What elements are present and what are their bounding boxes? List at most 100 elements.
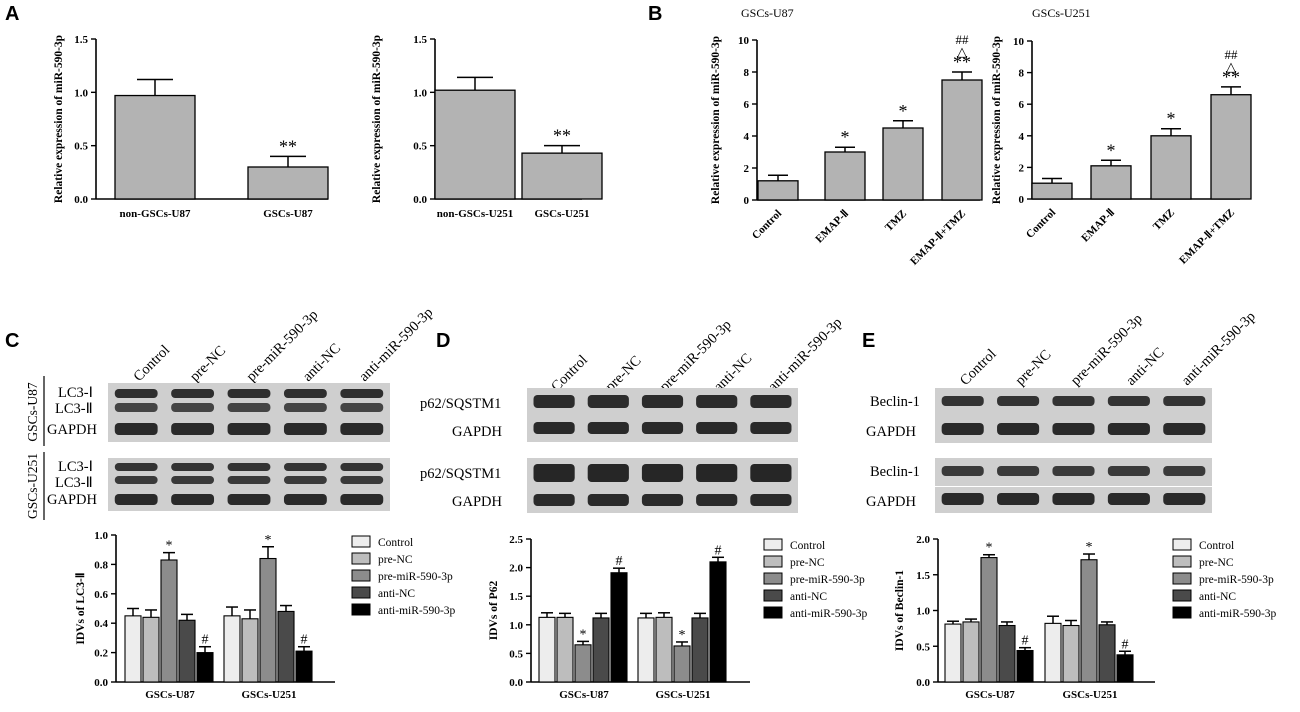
legend-swatch [351,586,371,599]
blot-band [171,423,215,435]
significance-mark: ** [953,52,971,72]
y-tick-label: 4 [1019,131,1025,143]
row-label-gapdh: GAPDH [47,492,97,508]
bar [980,557,998,683]
y-tick-label: 2.0 [916,534,930,546]
significance-mark: # [715,543,722,558]
significance-mark: ## [956,32,970,47]
y-axis-title: Relative expression of miR-590-3p [991,36,1003,204]
x-tick-label: non-GSCs-U87 [120,208,191,220]
blot-band [641,464,684,482]
y-tick-label: 0.0 [413,194,427,206]
blot-band [1052,466,1095,476]
blot-band [171,463,215,471]
blot-band [227,476,271,484]
blot-band [340,389,384,398]
row-label-gapdh: GAPDH [866,494,916,510]
bar [1090,165,1132,200]
bar [1044,622,1062,683]
bar [196,652,214,683]
blot-band [641,422,684,434]
row-label-beclin: Beclin-1 [870,464,920,480]
bar [673,645,691,683]
row-label-p62: p62/SQSTM1 [420,466,501,482]
row-label-lc3-ii: LC3-Ⅱ [55,401,93,417]
blot-band [227,389,271,398]
blot-band [283,476,327,484]
blot-band [533,395,575,408]
significance-mark: * [265,533,272,548]
x-tick-label: EMAP-Ⅱ [813,208,851,246]
y-tick-label: 0.5 [916,641,930,653]
bar [941,79,983,201]
legend-label: pre-NC [790,557,825,569]
significance-mark: # [616,554,623,569]
y-tick-label: 2 [744,163,750,175]
row-label-beclin: Beclin-1 [870,394,920,410]
bar [538,616,556,683]
bar [637,617,655,683]
bar [1210,94,1252,200]
significance-mark: ** [1222,67,1240,87]
blot-band [696,494,738,506]
row-label-lc3-ii: LC3-Ⅱ [55,475,93,491]
legend-swatch [1172,572,1192,585]
blot-band [641,494,684,506]
blot-band [696,395,738,408]
bar [277,610,295,683]
significance-mark: ** [279,136,297,156]
blot-band [114,476,158,484]
legend-swatch [763,555,783,568]
y-axis-title: Relative expression of miR-590-3p [371,35,383,203]
legend-label: Control [378,537,413,549]
legend-swatch [1172,606,1192,619]
chart-b1: 0 2 4 6 8 10 Relative expression of miR-590-3p… [710,6,983,268]
y-tick-label: 8 [1019,68,1025,80]
y-tick-label: 4 [744,131,750,143]
significance-mark: ## [1225,47,1239,62]
significance-mark: * [986,541,993,556]
lane-label: anti-miR-590-3p [765,315,845,395]
y-axis-title: Relative expression of miR-590-3p [710,36,722,204]
lane-label: anti-NC [1123,344,1167,388]
blot-band [533,422,575,434]
legend-label: anti-miR-590-3p [378,605,456,617]
legend-swatch [1172,538,1192,551]
bar [160,559,178,683]
significance-mark: * [1086,540,1093,555]
y-tick-label: 0.8 [94,559,108,571]
y-tick-label: 2 [1019,162,1025,174]
chart-a2: 0.0 0.5 1.0 1.5 Relative expression of miR-5… [371,34,603,220]
blot-band [340,463,384,471]
y-tick-label: 8 [744,67,750,79]
blot-band [997,423,1040,435]
bar [998,624,1016,683]
blot-band [997,493,1040,505]
legend: Control pre-NC pre-miR-590-3p anti-NC anti-m… [351,535,456,617]
chart-c: 0.0 0.2 0.4 0.6 0.8 1.0 IDVs of LC3-Ⅱ * # GSCs-U8… [74,530,456,701]
blot-band [283,389,327,398]
x-tick-label: GSCs-U251 [241,689,296,701]
chart-title: GSCs-U87 [741,6,794,20]
row-label-lc3-i: LC3-Ⅰ [58,385,93,401]
blot-band [1052,423,1095,435]
row-label-gapdh: GAPDH [452,494,502,510]
bar [434,89,516,200]
blot-band [114,494,158,505]
legend-label: Control [1199,540,1234,552]
bar [592,617,610,683]
x-tick-label: Control [1024,207,1058,241]
blot-band [1052,396,1095,406]
x-tick-label: GSCs-U251 [1062,689,1117,701]
y-tick-label: 1.5 [413,34,427,46]
significance-mark: * [1107,140,1116,160]
significance-mark: * [899,101,908,121]
blot-band [696,464,738,482]
chart-a1: 0.0 0.5 1.0 1.5 Relative expression of miR-5… [53,34,329,220]
blot-band [1163,493,1206,505]
row-label-lc3-i: LC3-Ⅰ [58,459,93,475]
y-tick-label: 1.0 [413,87,427,99]
